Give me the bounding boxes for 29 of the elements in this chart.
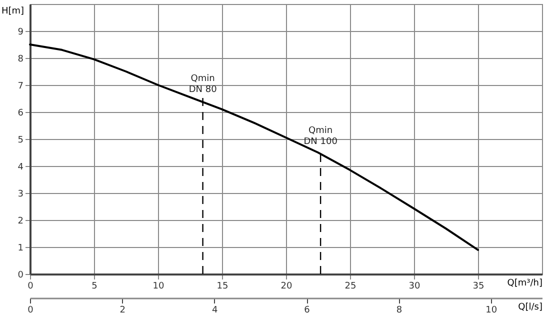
x2-tick-label: 6: [304, 306, 310, 314]
x-tick-label: 0: [28, 282, 34, 292]
y-tick-label: 6: [18, 108, 24, 118]
y-tick-label: 2: [18, 216, 24, 226]
x-tick-label: 35: [472, 282, 484, 292]
x-tick-label: 5: [92, 282, 98, 292]
y-tick-label: 9: [18, 28, 24, 38]
x-tick-label: 10: [152, 282, 164, 292]
x-axis-title: Q[m³/h]: [507, 278, 542, 288]
y-tick-label: 3: [18, 190, 24, 200]
y-axis-title: H[m]: [2, 6, 24, 16]
x2-tick-label: 10: [486, 306, 498, 314]
y-tick-label: 1: [18, 244, 24, 254]
ref-line-label: Qmin DN 80: [188, 74, 218, 96]
x2-tick-label: 4: [212, 306, 218, 314]
y-tick-label: 7: [18, 82, 24, 92]
y-tick-label: 0: [18, 270, 24, 280]
y-tick-label: 8: [18, 54, 24, 64]
x2-tick-label: 2: [120, 306, 126, 314]
x-tick-label: 25: [344, 282, 356, 292]
x2-axis-title: Q[l/s]: [518, 302, 542, 312]
x-tick-label: 15: [216, 282, 228, 292]
x2-tick-label: 0: [28, 306, 34, 314]
y-tick-label: 4: [18, 162, 24, 172]
ref-line-label: Qmin DN 100: [304, 126, 338, 148]
y-tick-label: 5: [18, 136, 24, 146]
x2-tick-label: 8: [396, 306, 402, 314]
x-tick-label: 30: [408, 282, 420, 292]
x-tick-label: 20: [280, 282, 292, 292]
